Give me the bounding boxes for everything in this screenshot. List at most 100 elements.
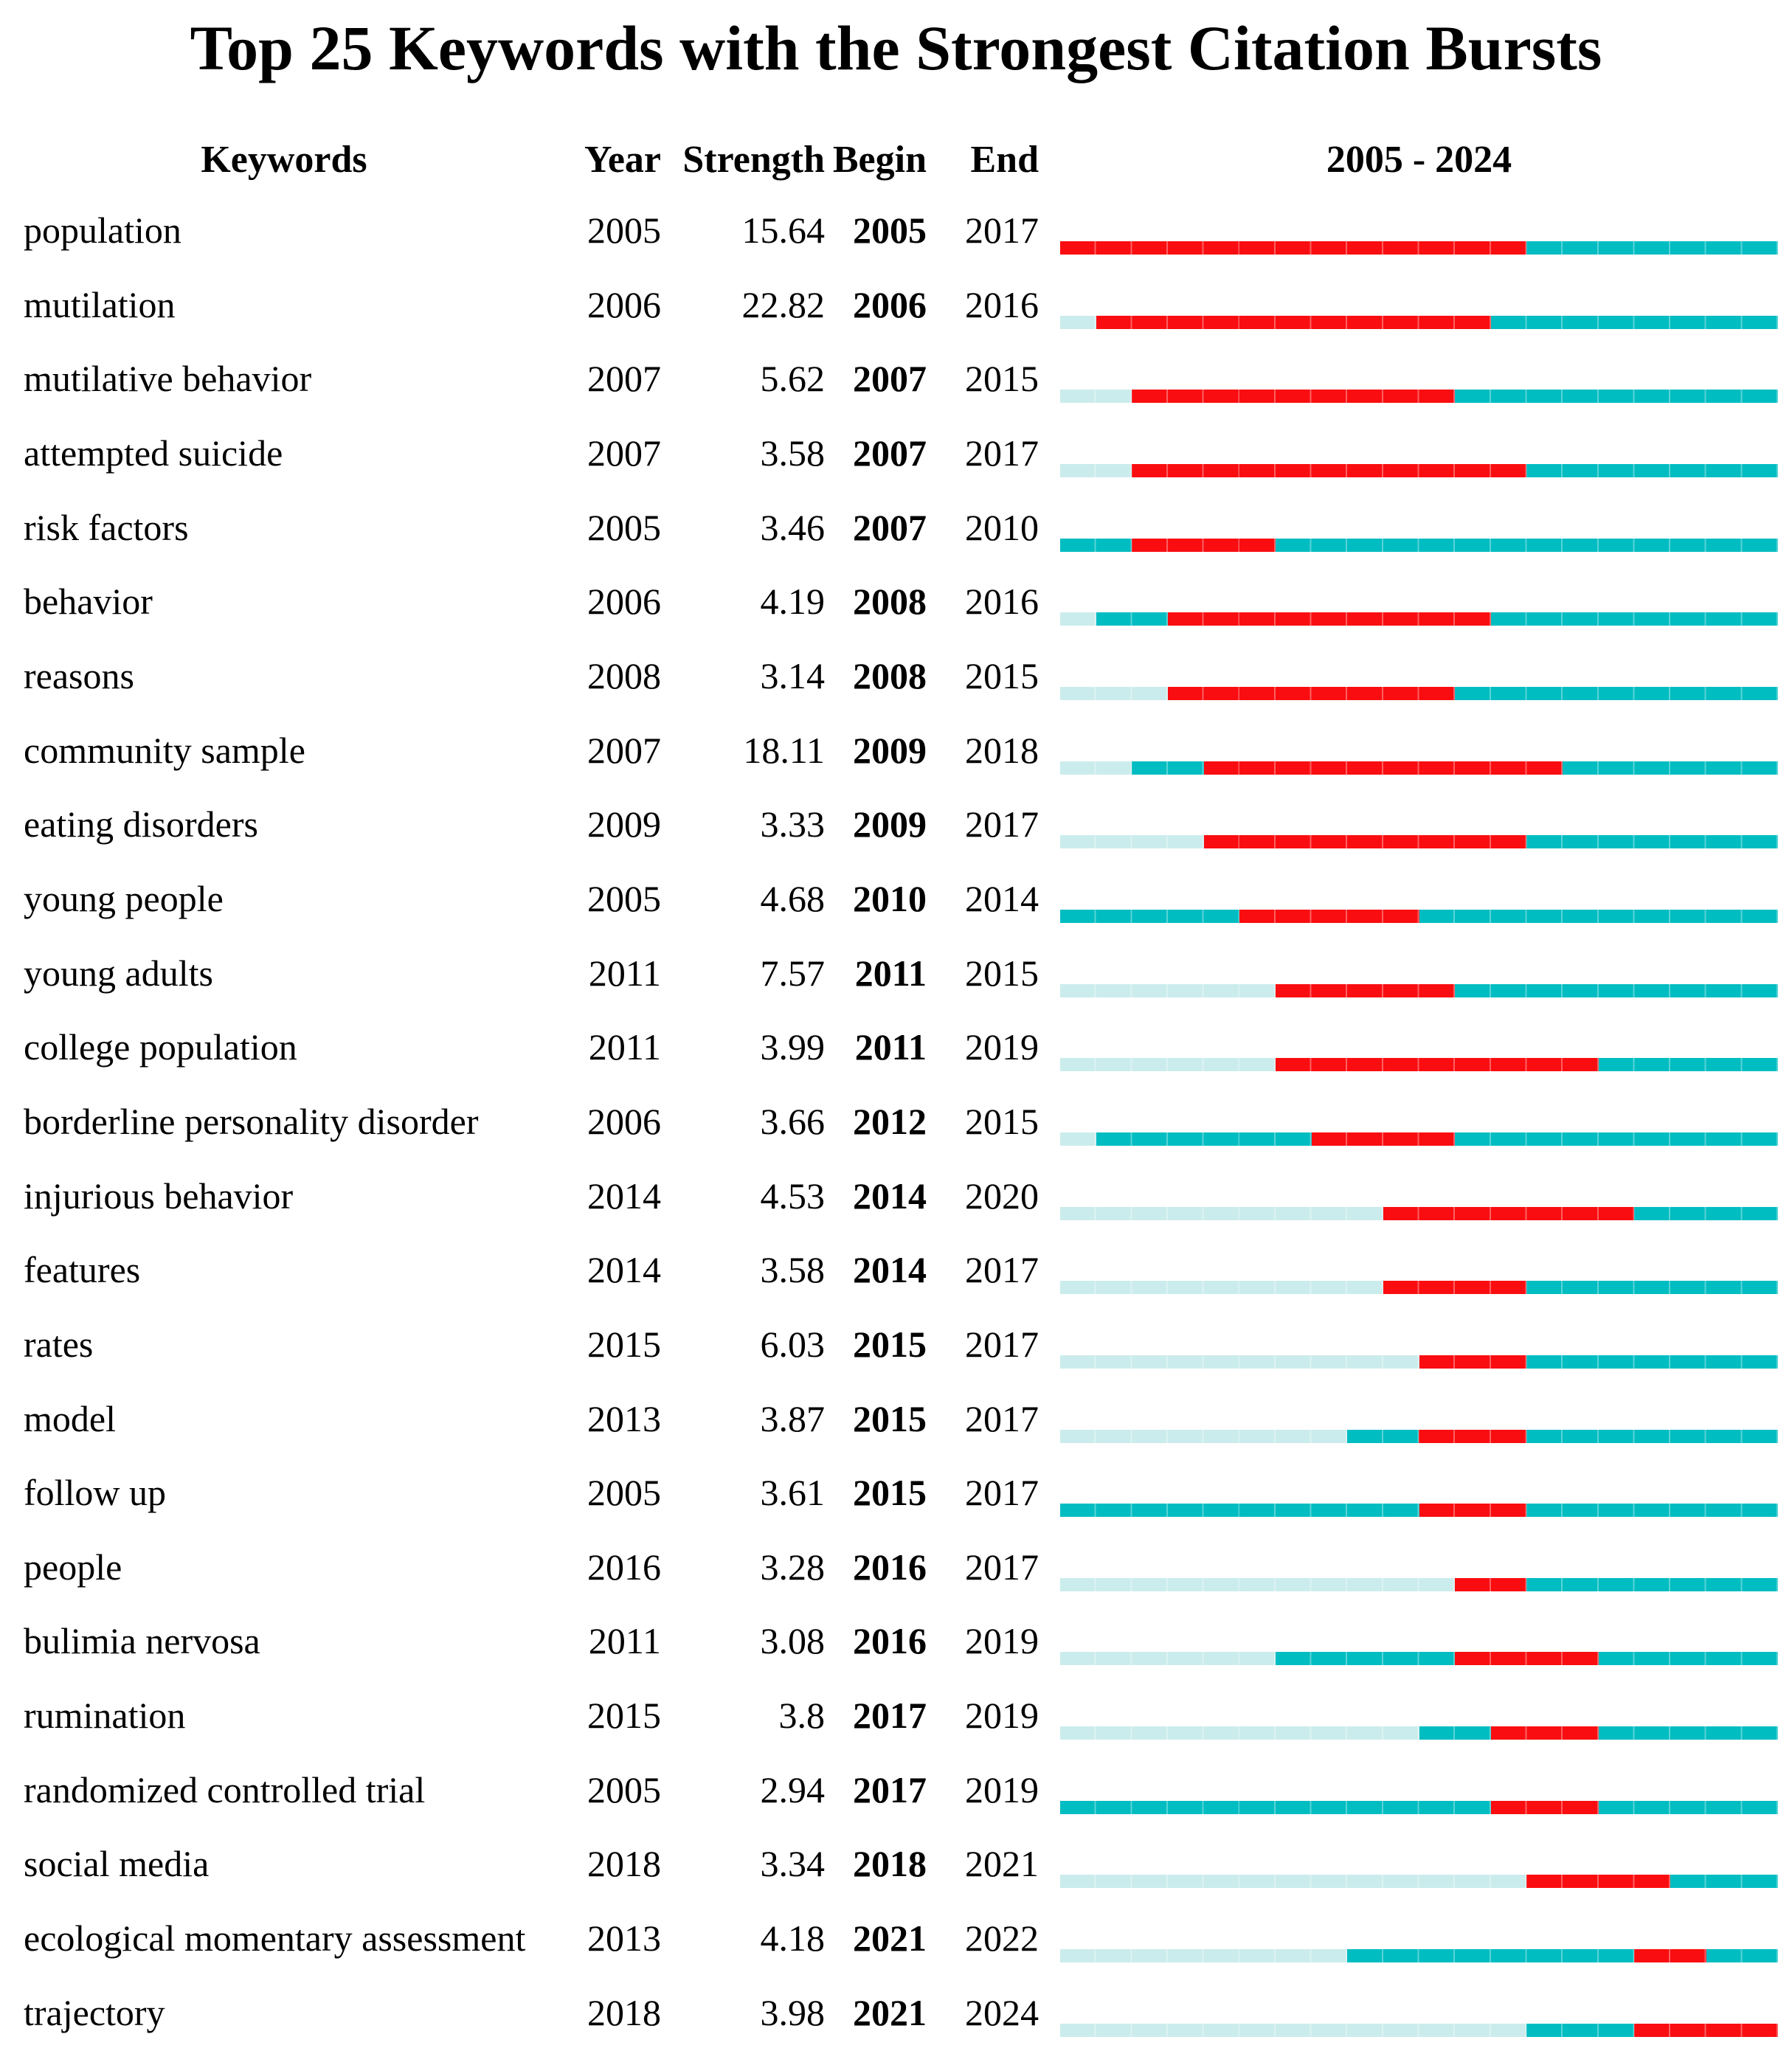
year-ticks (1060, 686, 1778, 700)
post-burst-segment (1526, 463, 1778, 477)
strength-cell: 3.58 (760, 432, 826, 474)
year-ticks (1060, 983, 1778, 997)
burst-timeline-bar (1060, 1800, 1778, 1814)
burst-segment (1634, 1949, 1706, 1963)
post-burst-segment (1598, 1726, 1778, 1740)
strength-cell: 3.14 (760, 654, 826, 696)
pre-appearance-segment (1060, 835, 1204, 849)
table-row: mutilation 2006 22.82 2006 2016 (0, 268, 1792, 342)
burst-timeline-bar (1060, 1577, 1778, 1591)
strength-cell: 3.46 (760, 506, 826, 548)
keyword-cell: borderline personality disorder (24, 1100, 479, 1142)
begin-cell: 2008 (853, 581, 927, 623)
keyword-cell: model (24, 1397, 116, 1439)
burst-segment (1383, 1281, 1527, 1295)
pre-appearance-segment (1060, 1206, 1383, 1220)
year-ticks (1060, 1875, 1778, 1889)
strength-cell: 22.82 (741, 283, 826, 325)
begin-cell: 2007 (853, 358, 927, 400)
table-row: risk factors 2005 3.46 2007 2010 (0, 491, 1792, 565)
begin-cell: 2017 (853, 1695, 927, 1737)
keyword-cell: features (24, 1249, 141, 1291)
year-cell: 2005 (587, 1472, 661, 1514)
begin-cell: 2017 (853, 1768, 927, 1810)
burst-segment (1490, 1800, 1599, 1814)
begin-cell: 2008 (853, 654, 927, 696)
burst-timeline-bar (1060, 686, 1778, 700)
burst-timeline-bar (1060, 2023, 1778, 2037)
keyword-cell: behavior (24, 581, 153, 623)
year-cell: 2011 (588, 1620, 661, 1662)
post-burst-segment (1526, 1504, 1778, 1518)
begin-cell: 2014 (853, 1175, 927, 1217)
begin-cell: 2010 (853, 877, 927, 919)
burst-timeline-bar (1060, 909, 1778, 923)
strength-cell: 4.19 (760, 581, 826, 623)
strength-cell: 3.33 (760, 803, 826, 845)
end-cell: 2015 (965, 1100, 1039, 1142)
begin-cell: 2016 (853, 1620, 927, 1662)
burst-timeline-bar (1060, 761, 1778, 775)
burst-timeline-bar (1060, 1058, 1778, 1072)
year-ticks (1060, 241, 1778, 255)
strength-cell: 4.18 (760, 1917, 826, 1959)
begin-cell: 2009 (853, 729, 927, 771)
year-ticks (1060, 909, 1778, 923)
column-header-strength: Strength (682, 139, 825, 181)
pre-appearance-segment (1060, 1875, 1527, 1889)
column-header-timeline-range: 2005 - 2024 (1326, 139, 1512, 181)
year-ticks (1060, 1206, 1778, 1220)
keyword-cell: mutilative behavior (24, 358, 312, 400)
post-burst-segment (1598, 1800, 1778, 1814)
burst-segment (1239, 909, 1419, 923)
pre-appearance-segment (1060, 1726, 1419, 1740)
table-row: behavior 2006 4.19 2008 2016 (0, 564, 1792, 639)
keyword-cell: injurious behavior (24, 1175, 294, 1217)
keyword-cell: attempted suicide (24, 432, 283, 474)
pre-burst-segment (1096, 1132, 1312, 1146)
burst-timeline-bar (1060, 463, 1778, 477)
keyword-cell: rumination (24, 1695, 186, 1737)
post-burst-segment (1419, 909, 1778, 923)
strength-cell: 3.58 (760, 1249, 826, 1291)
strength-cell: 3.87 (760, 1397, 826, 1439)
table-row: people 2016 3.28 2016 2017 (0, 1530, 1792, 1605)
burst-segment (1419, 1355, 1527, 1369)
pre-burst-segment (1096, 612, 1168, 626)
chart-title: Top 25 Keywords with the Strongest Citat… (190, 13, 1602, 83)
year-ticks (1060, 315, 1778, 329)
strength-cell: 3.28 (760, 1546, 826, 1588)
burst-timeline-bar (1060, 1949, 1778, 1963)
keyword-cell: rates (24, 1323, 94, 1365)
burst-timeline-bar (1060, 1652, 1778, 1666)
begin-cell: 2007 (853, 506, 927, 548)
table-row: population 2005 15.64 2005 2017 (0, 193, 1792, 268)
table-row: injurious behavior 2014 4.53 2014 2020 (0, 1159, 1792, 1234)
pre-appearance-segment (1060, 612, 1096, 626)
year-ticks (1060, 612, 1778, 626)
year-ticks (1060, 1058, 1778, 1072)
burst-timeline-bar (1060, 390, 1778, 404)
strength-cell: 4.68 (760, 877, 826, 919)
year-cell: 2009 (587, 803, 661, 845)
pre-burst-segment (1060, 1800, 1491, 1814)
end-cell: 2015 (965, 358, 1039, 400)
end-cell: 2021 (965, 1843, 1039, 1885)
year-ticks (1060, 1355, 1778, 1369)
year-cell: 2008 (587, 654, 661, 696)
pre-burst-segment (1060, 1504, 1419, 1518)
pre-burst-segment (1347, 1429, 1419, 1443)
table-row: borderline personality disorder 2006 3.66 2… (0, 1085, 1792, 1159)
year-cell: 2007 (587, 358, 661, 400)
begin-cell: 2016 (853, 1546, 927, 1588)
burst-timeline-bar (1060, 1132, 1778, 1146)
year-cell: 2007 (587, 432, 661, 474)
end-cell: 2014 (965, 877, 1039, 919)
year-ticks (1060, 1504, 1778, 1518)
begin-cell: 2015 (853, 1397, 927, 1439)
burst-timeline-bar (1060, 835, 1778, 849)
post-burst-segment (1490, 612, 1778, 626)
burst-segment (1167, 686, 1456, 700)
post-burst-segment (1455, 1132, 1778, 1146)
